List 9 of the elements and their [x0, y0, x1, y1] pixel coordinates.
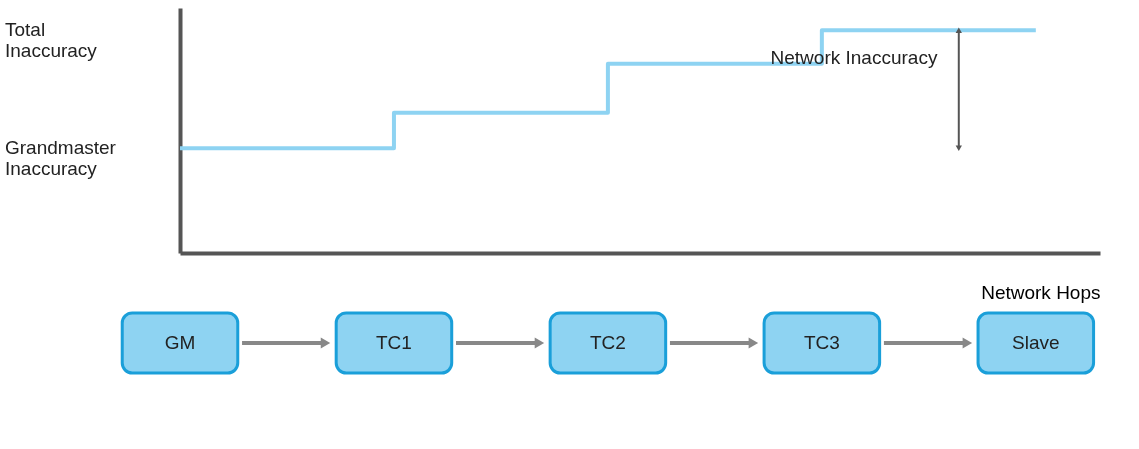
x-tick-label: GM	[164, 332, 196, 353]
x-tick-label: TC1	[376, 332, 412, 353]
x-tick-label: Slave	[1012, 332, 1060, 353]
x-tick-label: TC3	[803, 332, 840, 353]
x-tick-label: TC2	[589, 332, 626, 353]
text: Grandmaster Inaccuracy	[5, 137, 117, 180]
text: Total Inaccuracy	[5, 19, 98, 62]
annotation: Network Inaccuracy	[770, 47, 938, 69]
x-axis-title: Network Hops	[981, 281, 1101, 303]
